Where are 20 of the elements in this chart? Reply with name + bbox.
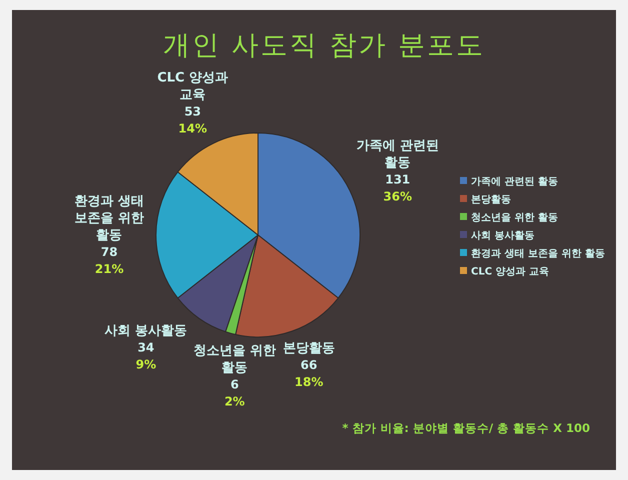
data-label: 78 21% <box>94 245 124 276</box>
legend-label: 청소년을 위한 활동 <box>471 212 558 224</box>
slice-label: CLC 양성과 교육 <box>157 70 228 103</box>
legend-label: 사회 봉사활동 <box>471 230 534 242</box>
data-label: 131 36% <box>383 172 412 204</box>
legend-label: 환경과 생태 보존을 위한 활동 <box>471 248 605 260</box>
chart-title: 개인 사도직 참가 분포도 <box>163 30 485 61</box>
slice-label: 가족에 관련된 활동 <box>356 138 439 170</box>
slice-label: 청소년을 위한 활동 <box>193 344 276 376</box>
data-label: 53 14% <box>178 104 208 136</box>
slice-label: 본당활동 <box>282 341 335 356</box>
slice-label: 사회 봉사활동 <box>104 324 188 339</box>
data-label: 66 18% <box>294 358 324 390</box>
legend-label: CLC 양성과 교육 <box>471 266 550 278</box>
data-label: 34 9% <box>136 340 156 372</box>
text: * 참가 비율: 분야별 활동수/ 총 활동수 X 100 <box>342 421 590 435</box>
slice-label: 환경과 생태 보존을 위한 활동 <box>74 194 144 243</box>
data-label: 6 2% <box>224 378 245 409</box>
legend-label: 가족에 관련된 활동 <box>471 176 558 188</box>
legend-label: 본당활동 <box>471 194 511 206</box>
